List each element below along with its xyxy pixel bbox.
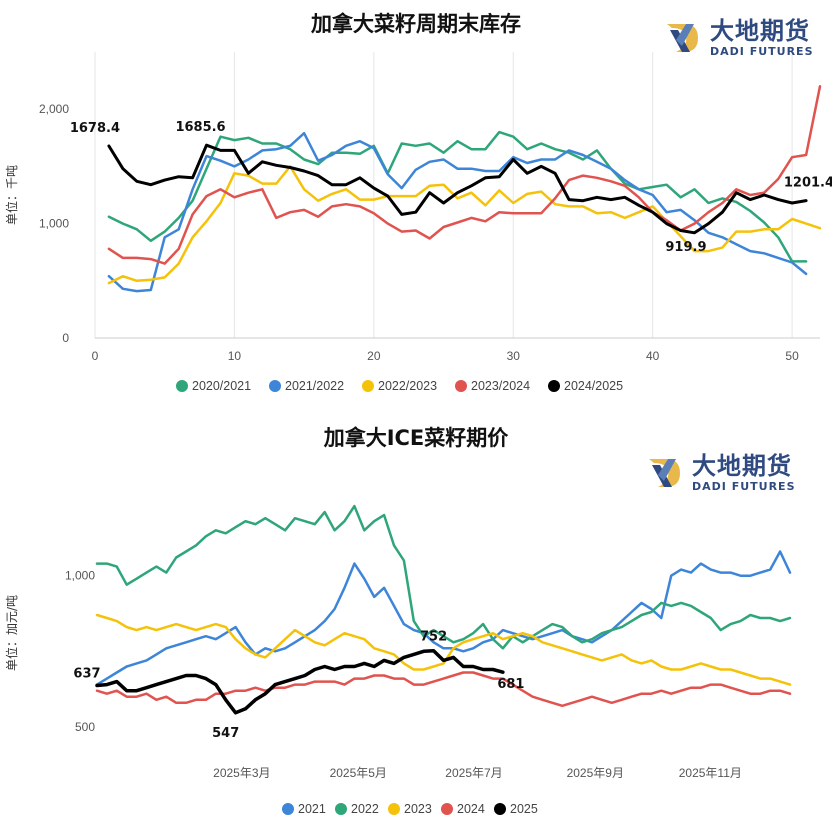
x-tick-label: 2025年11月 [679, 766, 742, 780]
x-tick-label: 50 [785, 349, 799, 363]
legend-label: 2021/2022 [285, 379, 344, 393]
x-tick-label: 0 [92, 349, 99, 363]
legend-label: 2024/2025 [564, 379, 623, 393]
data-label: 547 [212, 726, 239, 741]
legend-marker [388, 803, 400, 815]
futures-price-panel: 加拿大ICE菜籽期价 大地期货 DADI FUTURES 500 1,000 单位：… [0, 405, 832, 829]
data-label: 1201.4 [784, 176, 832, 191]
legend-label: 2020/2021 [192, 379, 251, 393]
data-label: 919.9 [665, 240, 706, 255]
series-line-2023/2024 [107, 85, 822, 265]
series-line-2020/2021 [107, 130, 808, 263]
y-tick-label: 0 [62, 331, 69, 345]
series-line-2021/2022 [107, 131, 808, 293]
y-tick-label: 500 [75, 720, 95, 734]
brand-name: 大地期货 [710, 17, 810, 45]
series-line-2025 [95, 648, 505, 715]
legend-label: 2022/2023 [378, 379, 437, 393]
dadi-logo-icon [667, 24, 698, 52]
x-tick-label: 20 [367, 349, 381, 363]
x-tick-label: 2025年5月 [330, 766, 387, 780]
brand-name-en: DADI FUTURES [692, 480, 796, 493]
legend-marker [282, 803, 294, 815]
data-label: 752 [420, 630, 447, 645]
legend-marker [441, 803, 453, 815]
y-tick-label: 1,000 [39, 217, 69, 231]
data-label: 1678.4 [70, 121, 120, 136]
chart-title: 加拿大菜籽周期末库存 [311, 12, 521, 36]
ending-stocks-panel: 加拿大菜籽周期末库存 大地期货 DADI FUTURES 0 10 20 30 40 50… [0, 0, 832, 405]
brand-name-en: DADI FUTURES [710, 45, 814, 58]
series-line-2022 [95, 504, 792, 650]
series-line-2022/2023 [107, 165, 822, 285]
legend-marker [335, 803, 347, 815]
data-label: 1685.6 [175, 120, 225, 135]
y-axis-label: 单位：加元/吨 [4, 595, 19, 671]
x-tick-label: 10 [228, 349, 242, 363]
futures-price-chart: 500 1,000 单位：加元/吨 2025年3月 2025年5月 2025年7月 2025… [4, 504, 792, 816]
x-tick-label: 40 [646, 349, 660, 363]
ending-stocks-chart: 0 10 20 30 40 50 0 1,000 2,000 单位：千吨 1678.4 1685.6 9… [4, 52, 832, 393]
x-tick-label: 30 [507, 349, 521, 363]
legend-label: 2023 [404, 802, 432, 816]
data-label: 637 [73, 667, 100, 682]
x-tick-label: 2025年7月 [445, 766, 502, 780]
brand-logo: 大地期货 DADI FUTURES [664, 18, 814, 58]
legend-label: 2022 [351, 802, 379, 816]
legend-label: 2023/2024 [471, 379, 530, 393]
data-label: 681 [497, 677, 524, 692]
dadi-logo-icon [649, 459, 680, 487]
series-line-2021 [95, 550, 792, 686]
brand-name: 大地期货 [692, 452, 792, 480]
legend-label: 2021 [298, 802, 326, 816]
series-line-2024 [95, 671, 792, 708]
brand-logo: 大地期货 DADI FUTURES [646, 453, 796, 493]
legend-marker [269, 380, 281, 392]
y-tick-label: 1,000 [65, 569, 95, 583]
y-tick-label: 2,000 [39, 102, 69, 116]
legend-label: 2024 [457, 802, 485, 816]
legend-marker [548, 380, 560, 392]
chart-title: 加拿大ICE菜籽期价 [323, 426, 509, 450]
legend-marker [176, 380, 188, 392]
legend-marker [455, 380, 467, 392]
series-line-2023 [95, 613, 792, 686]
legend-label: 2025 [510, 802, 538, 816]
x-tick-label: 2025年3月 [213, 766, 270, 780]
series-line-2024/2025 [107, 143, 808, 235]
legend-marker [362, 380, 374, 392]
x-tick-label: 2025年9月 [567, 766, 624, 780]
y-axis-label: 单位：千吨 [4, 165, 19, 225]
legend-marker [494, 803, 506, 815]
